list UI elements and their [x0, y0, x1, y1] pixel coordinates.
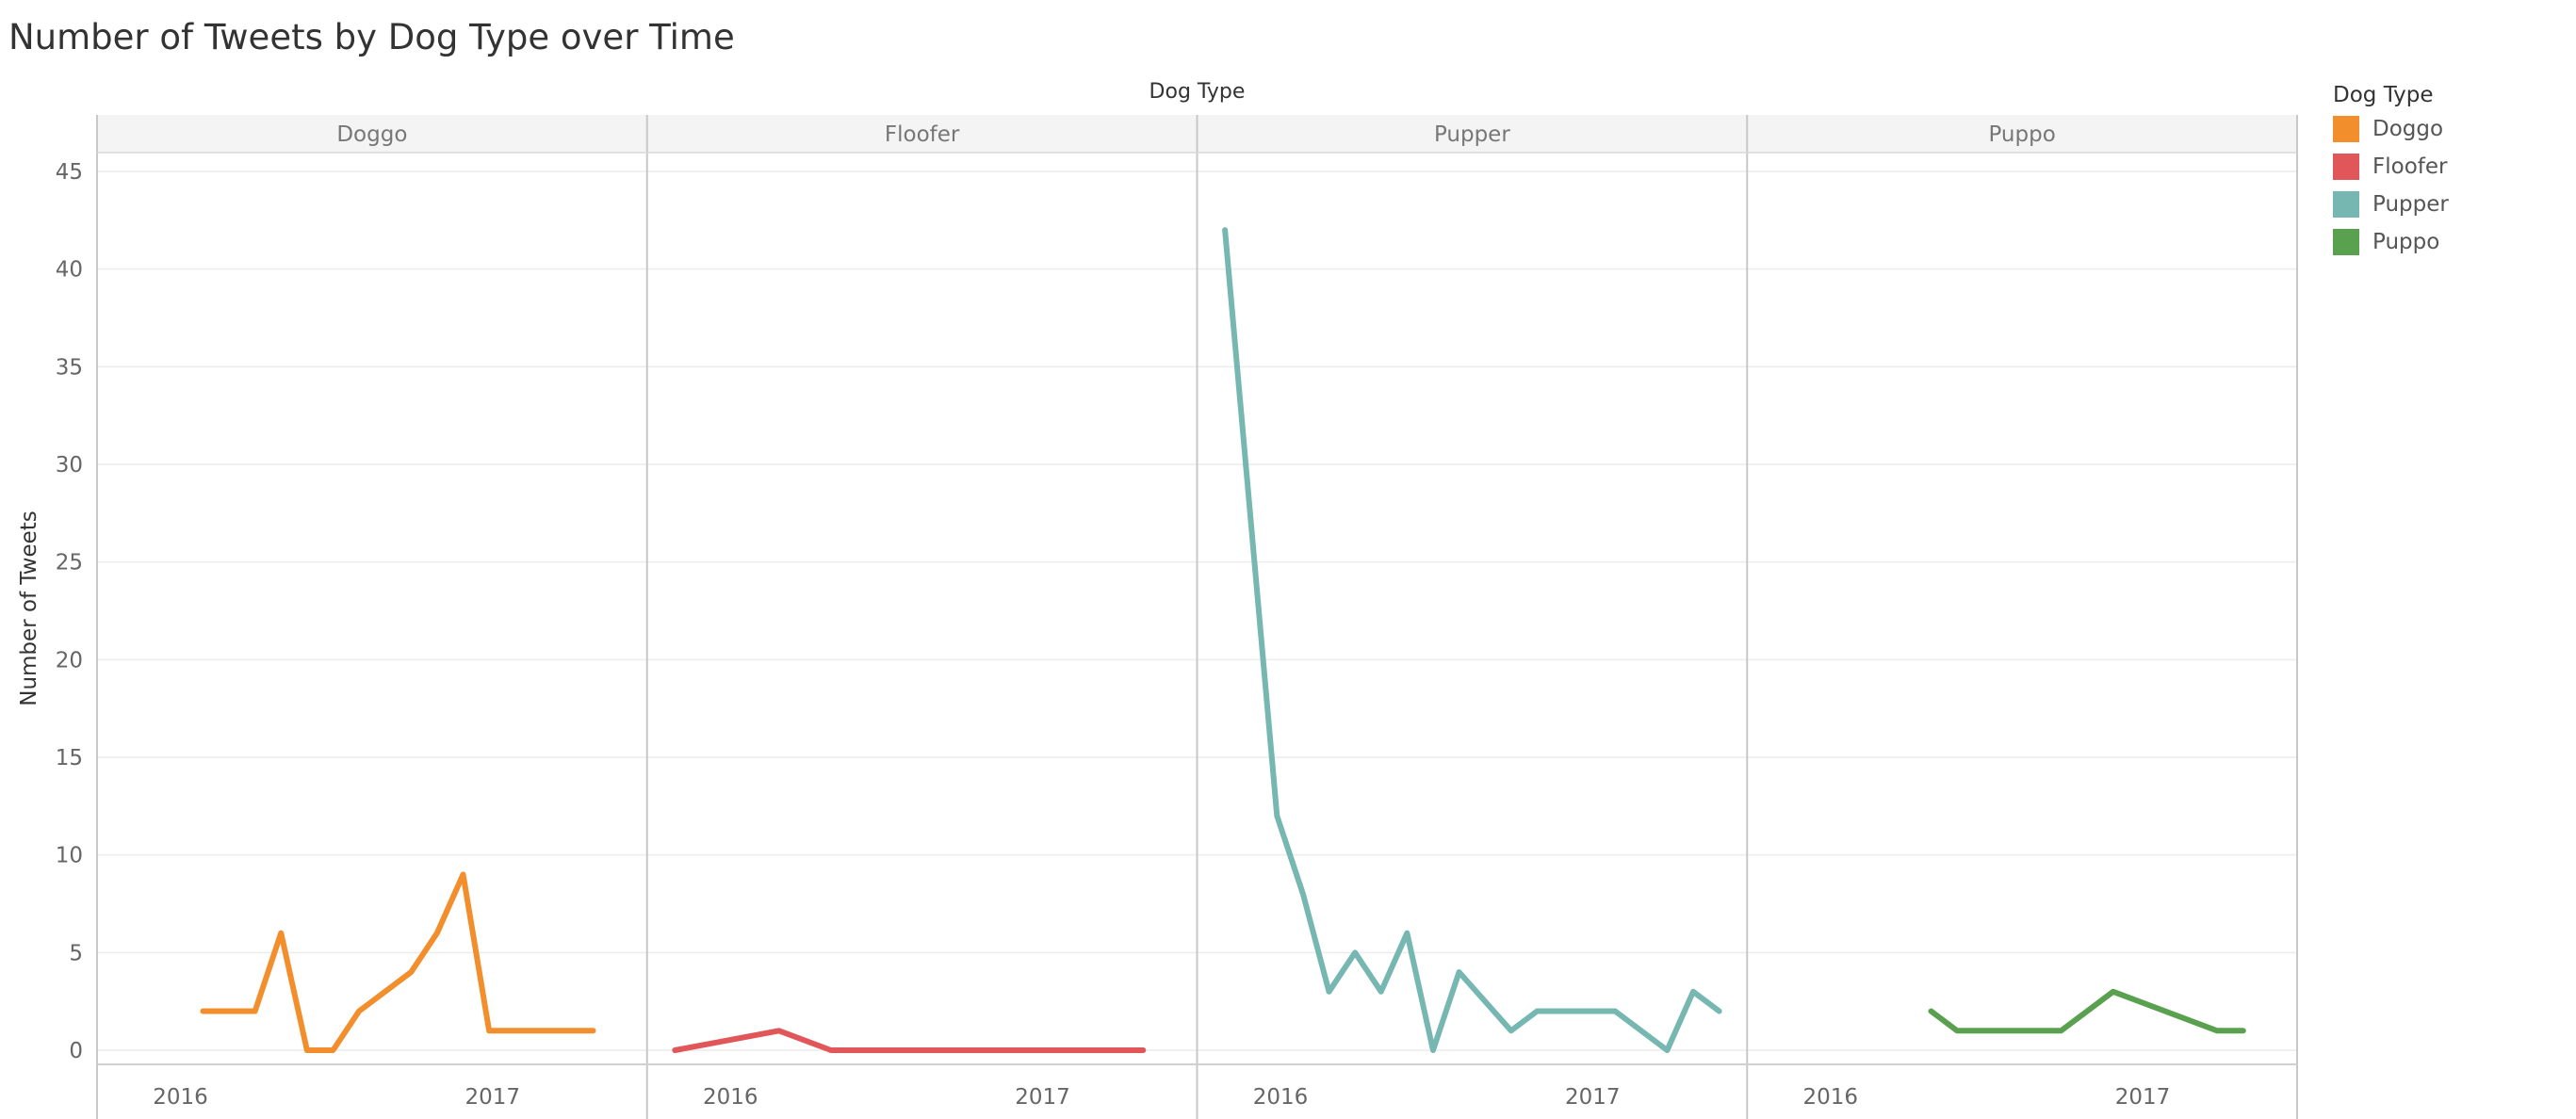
- data-point-puppo: [1929, 1009, 1934, 1014]
- data-point-puppo: [2059, 1028, 2064, 1033]
- data-point-doggo: [434, 931, 440, 936]
- legend: Dog Type Doggo Floofer Pupper Puppo: [2333, 83, 2449, 261]
- y-tick-label: 45: [56, 160, 83, 185]
- x-tick-label: 2017: [2115, 1085, 2171, 1110]
- facet-header-floofer: Floofer: [885, 122, 960, 147]
- data-point-doggo: [486, 1028, 492, 1033]
- facet-header-cell: [97, 115, 647, 153]
- x-tick-label: 2016: [1802, 1085, 1858, 1110]
- data-point-doggo: [200, 1009, 205, 1014]
- y-tick-label: 35: [56, 355, 83, 380]
- y-tick-label: 20: [56, 648, 83, 673]
- legend-title: Dog Type: [2333, 83, 2434, 107]
- legend-swatch: [2333, 229, 2359, 255]
- legend-label: Pupper: [2372, 192, 2449, 217]
- legend-swatch: [2333, 154, 2359, 180]
- x-tick-label: 2017: [1015, 1085, 1070, 1110]
- data-point-pupper: [1378, 989, 1384, 995]
- legend-swatch: [2333, 191, 2359, 218]
- facet-header-cell: [1747, 115, 2297, 153]
- x-tick-label: 2017: [465, 1085, 521, 1110]
- y-tick-label: 10: [56, 844, 83, 868]
- series-line-floofer: [672, 1028, 1147, 1053]
- series-line-doggo: [200, 871, 596, 1053]
- facet-header-cell: [646, 115, 1198, 153]
- data-point-pupper: [1327, 989, 1332, 995]
- data-point-pupper: [1274, 813, 1280, 819]
- series-line-puppo: [1928, 988, 2246, 1034]
- data-point-floofer: [1140, 1047, 1146, 1053]
- data-point-doggo: [591, 1028, 596, 1033]
- data-point-pupper: [1352, 949, 1358, 955]
- facet-header-label: Dog Type: [1149, 80, 1246, 104]
- data-point-pupper: [1612, 1009, 1618, 1014]
- data-point-pupper: [1430, 1047, 1436, 1053]
- chart-title: Number of Tweets by Dog Type over Time: [8, 17, 735, 57]
- data-point-puppo: [2241, 1028, 2246, 1033]
- legend-label: Doggo: [2372, 117, 2444, 141]
- data-point-doggo: [253, 1009, 258, 1014]
- y-tick-label: 15: [56, 746, 83, 770]
- data-point-floofer: [828, 1047, 834, 1053]
- data-point-floofer: [672, 1047, 677, 1053]
- data-point-doggo: [461, 871, 466, 877]
- legend-label: Floofer: [2372, 154, 2448, 179]
- data-point-puppo: [2111, 989, 2116, 995]
- legend-items: Doggo Floofer Pupper Puppo: [2333, 110, 2449, 261]
- facet-header-doggo: Doggo: [336, 122, 407, 147]
- legend-item-pupper: Pupper: [2333, 186, 2449, 223]
- data-point-puppo: [2214, 1028, 2220, 1033]
- y-tick-label: 5: [69, 941, 83, 965]
- data-point-floofer: [776, 1028, 782, 1033]
- x-tick-label: 2016: [153, 1085, 208, 1110]
- data-point-pupper: [1664, 1047, 1670, 1053]
- data-point-pupper: [1404, 931, 1410, 936]
- data-point-puppo: [1954, 1028, 1960, 1033]
- data-point-doggo: [278, 931, 284, 936]
- data-point-pupper: [1222, 227, 1228, 233]
- data-point-doggo: [356, 1009, 362, 1014]
- x-tick-label: 2016: [703, 1085, 758, 1110]
- y-tick-label: 40: [56, 258, 83, 283]
- legend-item-doggo: Doggo: [2333, 110, 2449, 148]
- y-tick-label: 0: [69, 1039, 83, 1063]
- legend-swatch: [2333, 116, 2359, 142]
- facet-header-cell: [1197, 115, 1748, 153]
- legend-label: Puppo: [2372, 230, 2440, 254]
- data-point-doggo: [330, 1047, 335, 1053]
- data-point-pupper: [1300, 891, 1306, 897]
- y-axis-title: Number of Tweets: [17, 511, 41, 706]
- x-tick-label: 2016: [1253, 1085, 1309, 1110]
- data-point-pupper: [1690, 989, 1696, 995]
- data-point-doggo: [408, 969, 414, 975]
- data-point-pupper: [1717, 1009, 1722, 1014]
- series-line-pupper: [1222, 227, 1722, 1053]
- facet-header-pupper: Pupper: [1434, 122, 1510, 147]
- y-tick-label: 30: [56, 453, 83, 478]
- data-point-pupper: [1534, 1009, 1540, 1014]
- x-tick-label: 2017: [1565, 1085, 1621, 1110]
- facet-header-puppo: Puppo: [1988, 122, 2055, 147]
- y-tick-label: 25: [56, 551, 83, 576]
- data-point-pupper: [1508, 1028, 1514, 1033]
- legend-item-puppo: Puppo: [2333, 223, 2449, 261]
- data-point-doggo: [304, 1047, 310, 1053]
- data-point-pupper: [1457, 969, 1462, 975]
- legend-item-floofer: Floofer: [2333, 148, 2449, 186]
